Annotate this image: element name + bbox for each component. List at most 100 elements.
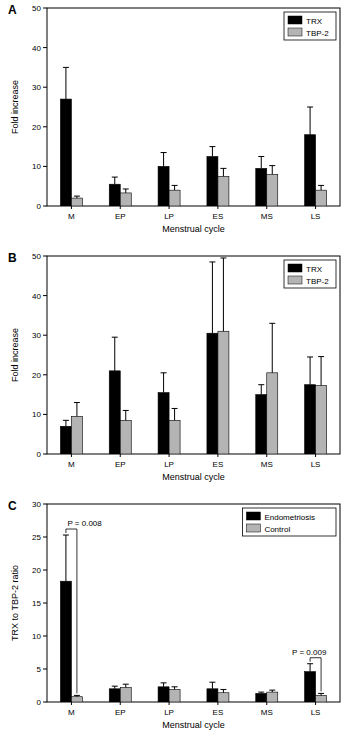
legend-label: Endometriosis bbox=[264, 513, 315, 522]
bar bbox=[305, 385, 316, 454]
y-tick bbox=[43, 636, 47, 637]
error-bar bbox=[123, 410, 129, 420]
x-tick bbox=[315, 454, 316, 457]
y-tick-label: 10 bbox=[32, 410, 41, 419]
x-tick bbox=[266, 702, 267, 705]
bar bbox=[120, 193, 131, 206]
y-tick bbox=[43, 702, 47, 703]
error-bar bbox=[258, 692, 264, 693]
bar bbox=[158, 166, 169, 206]
y-tick-label: 30 bbox=[32, 500, 41, 509]
y-axis-label: Fold increase bbox=[10, 328, 20, 382]
error-bar bbox=[74, 403, 80, 417]
error-bar bbox=[74, 196, 80, 198]
y-tick-label: 50 bbox=[32, 252, 41, 261]
x-tick-label: LS bbox=[311, 708, 321, 717]
chart-panel: C051015202530TRX to TBP-2 ratioMEPLPESMS… bbox=[8, 499, 340, 730]
error-bar bbox=[269, 166, 275, 175]
error-bar bbox=[161, 683, 167, 687]
y-tick bbox=[43, 8, 47, 9]
x-tick-label: MS bbox=[261, 460, 273, 469]
y-tick-label: 40 bbox=[32, 44, 41, 53]
x-tick-label: M bbox=[68, 708, 75, 717]
x-tick bbox=[169, 454, 170, 457]
y-tick bbox=[43, 537, 47, 538]
y-tick bbox=[43, 570, 47, 571]
error-bar bbox=[318, 693, 324, 695]
x-tick bbox=[315, 206, 316, 209]
x-tick-label: EP bbox=[115, 708, 126, 717]
y-tick-label: 0 bbox=[37, 202, 42, 211]
y-tick bbox=[43, 47, 47, 48]
bar bbox=[218, 331, 229, 454]
y-tick bbox=[43, 374, 47, 375]
y-tick-label: 40 bbox=[32, 292, 41, 301]
bar bbox=[316, 695, 327, 702]
error-bar bbox=[112, 337, 118, 371]
y-tick-label: 20 bbox=[32, 371, 41, 380]
bar bbox=[218, 176, 229, 206]
x-tick-label: LS bbox=[311, 460, 321, 469]
legend-label: TRX bbox=[306, 17, 323, 26]
y-tick-label: 5 bbox=[37, 665, 42, 674]
x-tick bbox=[71, 206, 72, 209]
y-tick-label: 20 bbox=[32, 566, 41, 575]
error-bar bbox=[123, 684, 129, 687]
error-bar bbox=[269, 690, 275, 692]
x-tick bbox=[217, 454, 218, 457]
y-tick bbox=[43, 295, 47, 296]
bar bbox=[207, 157, 218, 207]
y-tick bbox=[43, 603, 47, 604]
annotation: P = 0.009 bbox=[292, 648, 327, 657]
error-bar bbox=[318, 357, 324, 386]
plot-area bbox=[60, 67, 326, 206]
x-tick-label: LP bbox=[164, 460, 174, 469]
bar bbox=[267, 692, 278, 702]
error-bar bbox=[220, 168, 226, 176]
bar bbox=[305, 672, 316, 702]
significance-bracket bbox=[310, 658, 321, 692]
y-tick-label: 0 bbox=[37, 698, 42, 707]
bar bbox=[109, 689, 120, 702]
bar bbox=[256, 168, 267, 206]
panel-label: A bbox=[8, 3, 17, 17]
y-tick-label: 10 bbox=[32, 162, 41, 171]
x-tick-label: LP bbox=[164, 212, 174, 221]
x-tick-label: M bbox=[68, 460, 75, 469]
bar bbox=[60, 426, 71, 454]
annotation: P = 0.008 bbox=[67, 519, 102, 528]
bar bbox=[120, 420, 131, 454]
legend-box bbox=[284, 12, 336, 40]
chart-panel: B01020304050Fold increaseMEPLPESMSLSMens… bbox=[8, 251, 340, 482]
error-bar bbox=[269, 323, 275, 373]
legend: TRX TBP-2 bbox=[284, 260, 336, 288]
y-tick bbox=[43, 454, 47, 455]
x-tick bbox=[217, 702, 218, 705]
error-bar bbox=[112, 686, 118, 689]
bar bbox=[305, 135, 316, 206]
error-bar bbox=[123, 189, 129, 193]
bar bbox=[158, 393, 169, 454]
y-tick bbox=[43, 335, 47, 336]
error-bar bbox=[63, 67, 69, 99]
legend-label: TRX bbox=[306, 265, 323, 274]
bar bbox=[60, 581, 71, 702]
error-bar bbox=[307, 664, 313, 672]
legend: EndometriosisControl bbox=[242, 508, 336, 536]
error-bar bbox=[63, 535, 69, 581]
y-tick bbox=[43, 414, 47, 415]
bar bbox=[207, 689, 218, 702]
bar bbox=[120, 687, 131, 702]
x-tick-label: MS bbox=[261, 708, 273, 717]
y-tick-label: 10 bbox=[32, 632, 41, 641]
x-tick-label: MS bbox=[261, 212, 273, 221]
x-tick-label: LP bbox=[164, 708, 174, 717]
error-bar bbox=[74, 695, 80, 696]
y-tick bbox=[43, 87, 47, 88]
x-tick-label: EP bbox=[115, 212, 126, 221]
legend-label: TBP-2 bbox=[306, 277, 329, 286]
error-bar bbox=[63, 420, 69, 426]
plot-area bbox=[60, 535, 326, 702]
legend-swatch bbox=[246, 524, 260, 532]
bar bbox=[169, 689, 180, 702]
